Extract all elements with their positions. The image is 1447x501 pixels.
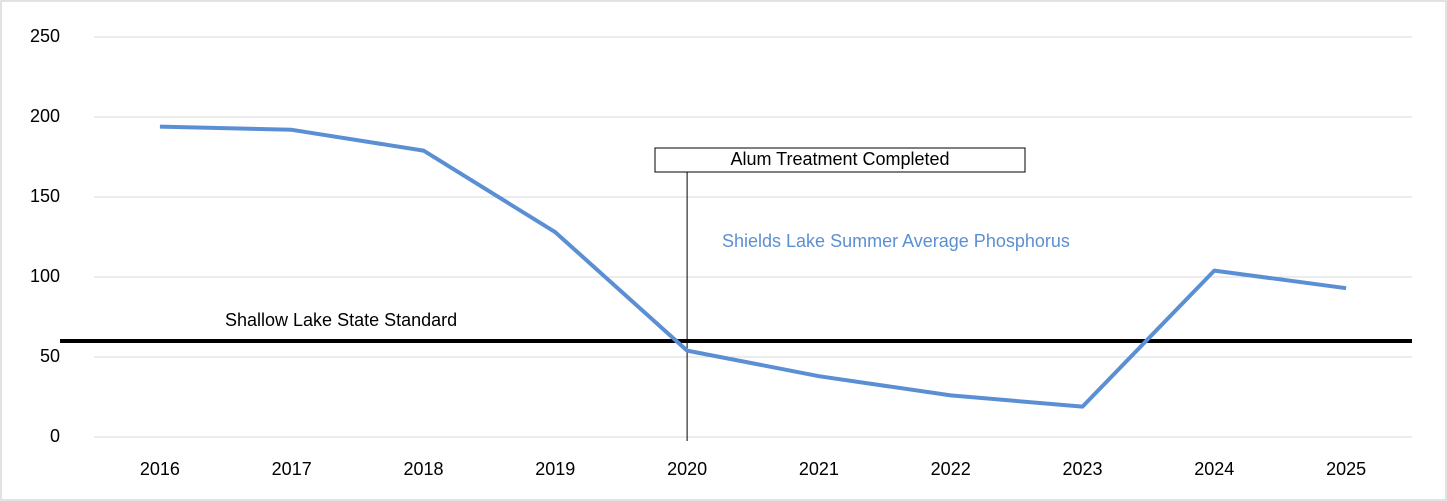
x-tick-label: 2019 [535, 459, 575, 479]
y-tick-label: 0 [50, 426, 60, 446]
y-tick-label: 200 [30, 106, 60, 126]
x-tick-label: 2023 [1062, 459, 1102, 479]
x-tick-label: 2016 [140, 459, 180, 479]
x-tick-label: 2025 [1326, 459, 1366, 479]
annotation-box [654, 147, 1026, 173]
x-tick-label: 2022 [931, 459, 971, 479]
y-tick-label: 150 [30, 186, 60, 206]
x-tick-label: 2018 [403, 459, 443, 479]
y-tick-label: 50 [40, 346, 60, 366]
x-tick-label: 2021 [799, 459, 839, 479]
series-label: Shields Lake Summer Average Phosphorus [722, 231, 1070, 251]
y-tick-label: 250 [30, 26, 60, 46]
x-tick-label: 2020 [667, 459, 707, 479]
data-line [159, 124, 1347, 409]
standard-label: Shallow Lake State Standard [225, 310, 457, 330]
annotation-label: Alum Treatment Completed [730, 149, 949, 169]
x-tick-label: 2017 [272, 459, 312, 479]
x-tick-label: 2024 [1194, 459, 1234, 479]
y-tick-label: 100 [30, 266, 60, 286]
